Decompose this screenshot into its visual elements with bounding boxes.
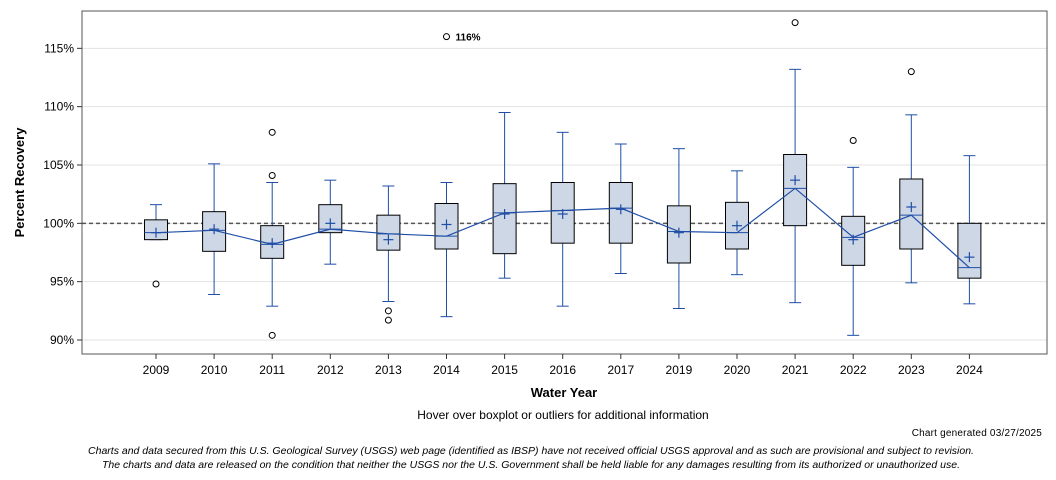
x-tick-label: 2021 xyxy=(782,363,809,377)
x-tick-label: 2015 xyxy=(491,363,518,377)
x-tick-label: 2019 xyxy=(666,363,693,377)
disclaimer-line-2: The charts and data are released on the … xyxy=(102,459,960,471)
outlier-2011[interactable] xyxy=(268,128,276,136)
y-tick-label: 90% xyxy=(50,333,74,347)
box-2017[interactable] xyxy=(608,143,633,274)
x-tick-label: 2014 xyxy=(433,363,460,377)
box-2009[interactable] xyxy=(144,204,168,241)
y-tick-label: 110% xyxy=(44,100,74,114)
x-tick-label: 2012 xyxy=(317,363,344,377)
box-2021[interactable] xyxy=(783,68,808,304)
x-tick-label: 2023 xyxy=(898,363,925,377)
box-2010[interactable] xyxy=(202,163,227,295)
box-2012[interactable] xyxy=(318,179,343,265)
outlier-2022[interactable] xyxy=(849,137,857,144)
disclaimer-line-1: Charts and data secured from this U.S. G… xyxy=(88,445,974,457)
box-2013[interactable] xyxy=(376,185,401,302)
x-tick-label: 2010 xyxy=(201,363,228,377)
x-tick-label: 2017 xyxy=(607,363,634,377)
y-axis-label: Percent Recovery xyxy=(12,127,27,238)
outlier-2013[interactable] xyxy=(384,307,392,315)
box-2023[interactable] xyxy=(899,114,924,284)
box-2016[interactable] xyxy=(550,131,575,307)
x-tick-label: 2024 xyxy=(956,363,983,377)
box-2019[interactable] xyxy=(666,148,691,309)
plot-frame xyxy=(81,10,1048,355)
x-tick-label: 2016 xyxy=(549,363,576,377)
box-2014[interactable] xyxy=(434,182,459,318)
outlier-2011[interactable] xyxy=(268,331,276,339)
median-connector-line xyxy=(155,187,970,269)
outlier-2021[interactable] xyxy=(791,19,799,27)
box-iqr[interactable] xyxy=(783,154,808,227)
box-iqr[interactable] xyxy=(899,178,924,250)
chart-generated-date: Chart generated 03/27/2025 xyxy=(911,428,1042,439)
box-2011[interactable] xyxy=(260,182,285,307)
box-2020[interactable] xyxy=(725,170,749,276)
x-tick-label: 2022 xyxy=(840,363,867,377)
box-2015[interactable] xyxy=(492,112,517,279)
x-tick-label: 2013 xyxy=(375,363,402,377)
y-tick-label: 115% xyxy=(44,41,74,55)
outlier-2011[interactable] xyxy=(268,172,276,179)
y-tick-label: 105% xyxy=(43,158,74,172)
x-tick-label: 2009 xyxy=(143,363,170,377)
outlier-annotation: 116% xyxy=(456,33,481,44)
outlier-2014[interactable] xyxy=(443,33,450,41)
outlier-2009[interactable] xyxy=(152,280,160,288)
outlier-2013[interactable] xyxy=(384,316,392,324)
boxplot-chart: 90% 95% 100% 105% 110% 115% 2009 2010 2011 2012 20… xyxy=(12,10,1048,400)
x-tick-label: 2011 xyxy=(259,363,285,377)
hover-note: Hover over boxplot or outliers for addit… xyxy=(417,408,709,422)
box-2022[interactable] xyxy=(841,166,866,336)
box-iqr[interactable] xyxy=(957,222,982,279)
disclaimer: Charts and data secured from this U.S. G… xyxy=(0,444,1056,472)
outlier-2023[interactable] xyxy=(907,68,915,76)
y-tick-label: 100% xyxy=(43,216,74,230)
x-tick-label: 2020 xyxy=(724,363,751,377)
x-axis-label: Water Year xyxy=(531,385,598,400)
y-tick-label: 95% xyxy=(50,275,74,289)
